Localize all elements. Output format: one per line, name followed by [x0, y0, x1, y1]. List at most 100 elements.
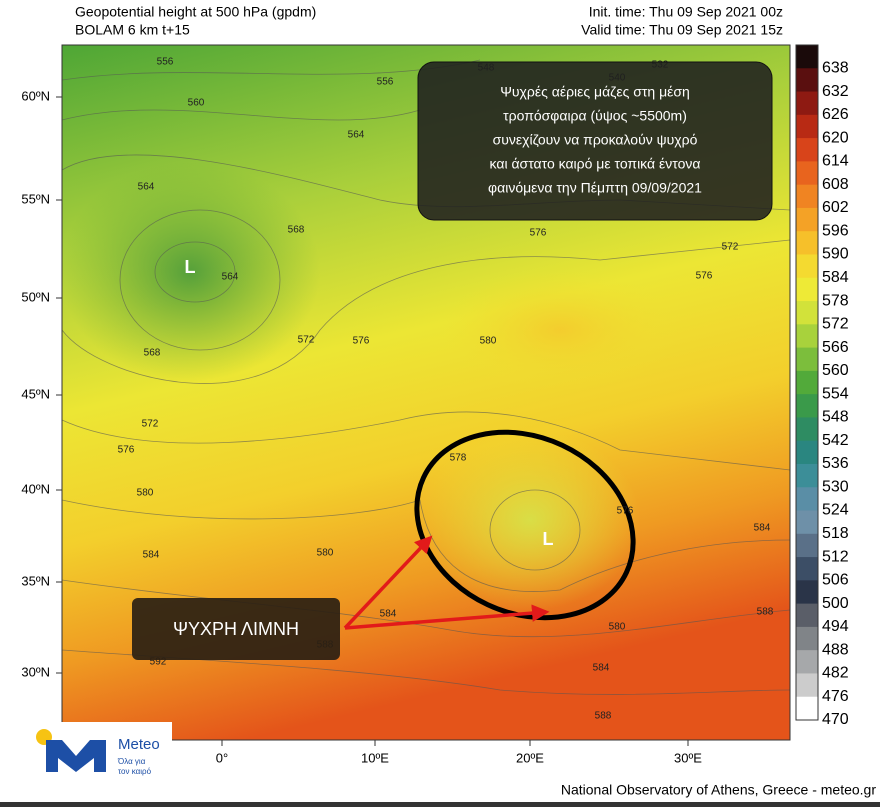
contour-label: 576 — [696, 271, 713, 282]
colorbar-tick: 512 — [822, 548, 849, 565]
colorbar-cell — [796, 301, 818, 325]
colorbar-cell — [796, 440, 818, 465]
colorbar-tick: 614 — [822, 153, 849, 170]
colorbar-tick: 476 — [822, 688, 849, 705]
contour-label: 568 — [288, 225, 305, 236]
lat-label: 55ºN — [21, 191, 50, 206]
colorbar-tick: 548 — [822, 409, 849, 426]
colorbar-cell — [796, 510, 818, 535]
lat-label: 40ºN — [21, 481, 50, 496]
init-time: Init. time: Thu 09 Sep 2021 00z — [589, 4, 783, 20]
colorbar-tick: 482 — [822, 665, 849, 682]
colorbar-tick: 626 — [822, 106, 849, 123]
contour-label: 584 — [143, 550, 160, 561]
logo: Meteo Όλα για τον καιρό — [36, 722, 172, 782]
contour-label: 576 — [617, 506, 634, 517]
contour-label: 564 — [138, 182, 155, 193]
colorbar-tick: 518 — [822, 525, 849, 542]
contour-label: 580 — [480, 336, 497, 347]
low-marker: L — [543, 529, 554, 549]
colorbar-cell — [796, 394, 818, 418]
colorbar-tick: 584 — [822, 269, 849, 286]
low-marker: L — [185, 257, 196, 277]
bottom-bar — [0, 802, 880, 807]
low-area — [60, 162, 320, 382]
contour-label: 592 — [150, 657, 167, 668]
logo-mark — [46, 740, 106, 772]
colorbar-cell — [796, 463, 818, 488]
annotation: Ψυχρές αέριες μάζες στη μέση τροπόσφαιρα … — [417, 61, 773, 221]
contour-label: 580 — [317, 548, 334, 559]
annotation-line: φαινόμενα την Πέμπτη 09/09/2021 — [488, 180, 702, 196]
high-area — [440, 270, 680, 390]
colorbar-tick: 632 — [822, 83, 849, 100]
colorbar-cell — [796, 347, 818, 372]
footer: National Observatory of Athens, Greece -… — [561, 782, 876, 798]
axes: 60ºN 55ºN 50ºN 45ºN 40ºN 35ºN 30ºN 0° 10ºE 20ºE 30… — [21, 88, 702, 765]
map-frame — [61, 44, 791, 741]
logo-tagline: Όλα για — [117, 757, 146, 766]
contour-label: 572 — [722, 242, 739, 253]
colorbar-tick: 524 — [822, 502, 849, 519]
colorbar-tick: 620 — [822, 129, 849, 146]
colorbar-tick: 566 — [822, 339, 849, 356]
colorbar-tick: 560 — [822, 362, 849, 379]
colorbar-cell — [796, 673, 818, 698]
contour-label: 576 — [118, 445, 135, 456]
arrow — [343, 535, 433, 630]
colorbar-tick: 602 — [822, 199, 849, 216]
colorbar-tick: 470 — [822, 711, 849, 728]
contour-label: 576 — [353, 336, 370, 347]
callout-box — [132, 598, 340, 660]
colorbar-cell — [796, 231, 818, 255]
subtitle: BOLAM 6 km t+15 — [75, 22, 190, 38]
logo-name: Meteo — [118, 736, 160, 753]
contour-label: 572 — [298, 335, 315, 346]
contour-label: 588 — [757, 607, 774, 618]
colorbar-tick: 536 — [822, 455, 849, 472]
colorbar-tick: 500 — [822, 595, 849, 612]
annotation-line: Ψυχρές αέριες μάζες στη μέση — [500, 84, 690, 100]
contour-label: 560 — [188, 98, 205, 109]
contour-label: 564 — [222, 272, 239, 283]
contour-label: 568 — [144, 348, 161, 359]
colorbar-tick: 590 — [822, 246, 849, 263]
contour-label: 588 — [595, 711, 612, 722]
colorbar-cell — [796, 417, 818, 442]
colorbar-cell — [796, 324, 818, 349]
callout: ΨΥΧΡΗ ΛΙΜΝΗ — [132, 598, 340, 660]
arrow — [344, 604, 550, 630]
lat-label: 45ºN — [21, 386, 50, 401]
colorbar-cell — [796, 696, 818, 721]
colorbar-tick: 494 — [822, 618, 849, 635]
colorbar-tick: 596 — [822, 222, 849, 239]
colorbar-frame — [795, 44, 819, 721]
colorbar-cell — [796, 68, 818, 93]
colorbar-tick: 542 — [822, 432, 849, 449]
annotation-line: και άστατο καιρό με τοπικά έντονα — [490, 156, 701, 172]
colorbar-tick: 638 — [822, 59, 849, 76]
colorbar-cell — [796, 487, 818, 512]
valid-time: Valid time: Thu 09 Sep 2021 15z — [581, 22, 783, 38]
lat-label: 35ºN — [21, 573, 50, 588]
colorbar-cell — [796, 580, 818, 605]
title: Geopotential height at 500 hPa (gpdm) — [75, 4, 316, 20]
colorbar-cell — [796, 138, 818, 162]
colorbar-cell — [796, 626, 818, 651]
contour-label: 584 — [380, 609, 397, 620]
lon-label: 10ºE — [361, 750, 389, 765]
annotation-line: τροπόσφαιρα (ύψος ~5500m) — [503, 108, 687, 124]
contour-label: 580 — [609, 622, 626, 633]
colorbar-cell — [796, 557, 818, 581]
colorbar-cell — [796, 277, 818, 302]
colorbar-cell — [796, 45, 818, 69]
contour-label: 576 — [530, 228, 547, 239]
colorbar-tick: 608 — [822, 176, 849, 193]
colorbar-tick: 554 — [822, 385, 849, 402]
colorbar-cell — [796, 161, 818, 186]
contour-label: 584 — [754, 523, 771, 534]
lat-label: 60ºN — [21, 88, 50, 103]
lon-label: 30ºE — [674, 750, 702, 765]
colorbar-tick: 572 — [822, 316, 849, 333]
colorbar-cell — [796, 370, 818, 395]
